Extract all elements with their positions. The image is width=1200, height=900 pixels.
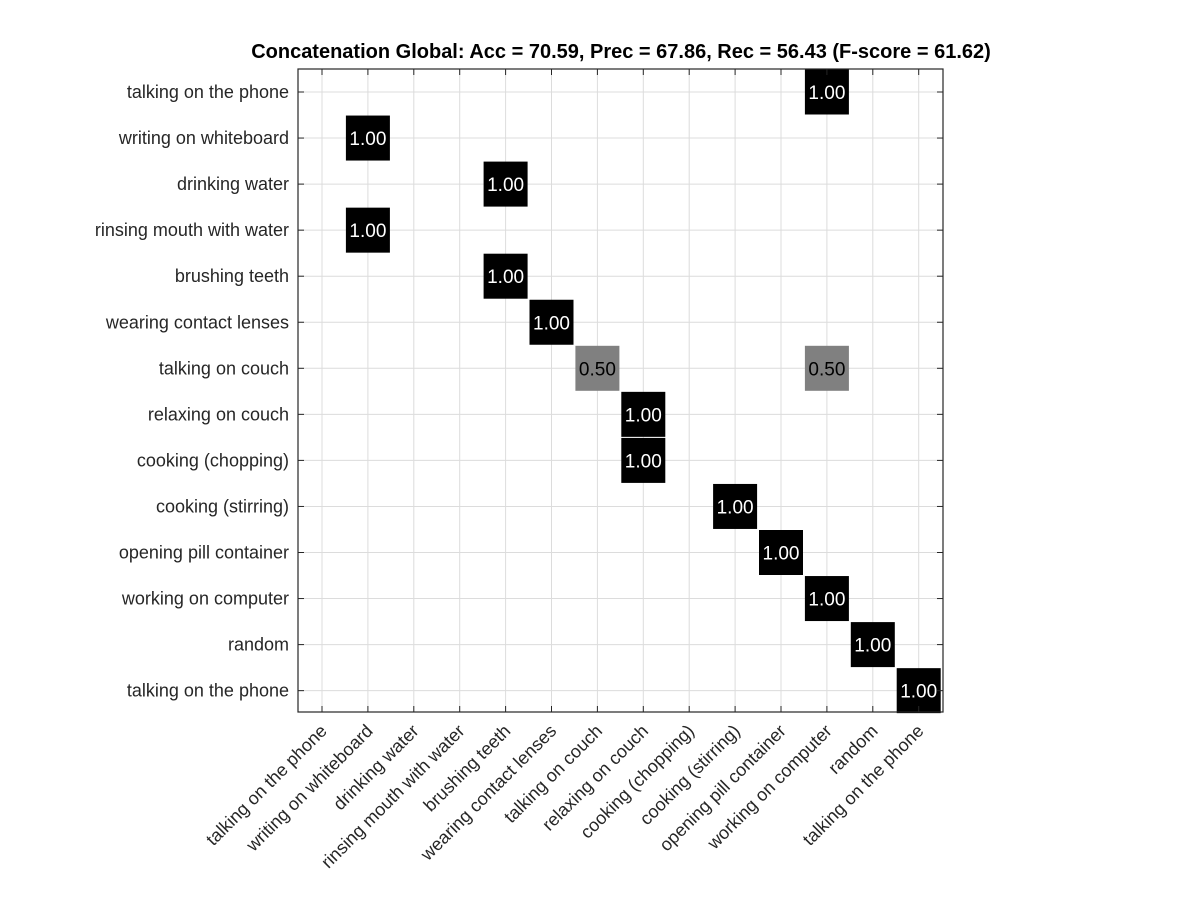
cell-value-label: 1.00	[763, 544, 800, 565]
matrix-cell	[804, 69, 849, 115]
cell-value-label: 0.50	[808, 359, 845, 380]
matrix-cell	[483, 253, 528, 299]
cell-value-label: 1.00	[625, 451, 662, 472]
y-axis-label: talking on the phone	[127, 681, 289, 701]
matrix-cell	[713, 483, 758, 529]
matrix-cell	[759, 530, 803, 575]
cell-value-label: 1.00	[349, 129, 386, 150]
y-axis-label: cooking (stirring)	[156, 496, 289, 516]
y-axis-labels: talking on the phone writing on whiteboar…	[95, 82, 289, 701]
matrix-cells: 1.00 1.00 1.00 1.00 1.00 1.00 0.50 0.50 1.00 1.00…	[345, 69, 941, 714]
matrix-cell	[850, 622, 895, 668]
cell-value-label: 1.00	[487, 267, 524, 288]
matrix-cell	[621, 391, 666, 437]
cell-value-label: 1.00	[717, 497, 754, 518]
matrix-cell	[483, 161, 528, 207]
cell-value-label: 1.00	[487, 175, 524, 196]
cell-value-label: 1.00	[900, 682, 937, 703]
cell-value-label: 1.00	[854, 636, 891, 657]
chart-title: Concatenation Global: Acc = 70.59, Prec …	[251, 41, 991, 63]
y-axis-label: random	[228, 635, 289, 655]
cell-value-label: 1.00	[808, 590, 845, 611]
matrix-cell	[529, 299, 574, 345]
matrix-cell	[575, 345, 620, 391]
matrix-cell	[804, 576, 849, 622]
matrix-cell	[345, 115, 390, 161]
matrix-cell	[345, 207, 390, 253]
cell-value-label: 1.00	[349, 221, 386, 242]
plot-frame	[297, 68, 944, 713]
matrix-cell	[896, 668, 941, 714]
y-axis-label: cooking (chopping)	[137, 450, 289, 470]
matrix-cell	[804, 345, 849, 391]
cell-value-label: 1.00	[533, 313, 570, 334]
cell-value-label: 1.00	[808, 83, 845, 104]
axis-ticks	[298, 69, 943, 712]
y-axis-label: writing on whiteboard	[118, 128, 289, 148]
y-axis-label: rinsing mouth with water	[95, 220, 289, 240]
y-axis-label: talking on the phone	[127, 82, 289, 102]
y-axis-label: opening pill container	[119, 543, 289, 563]
y-axis-label: talking on couch	[159, 358, 289, 378]
y-axis-label: working on computer	[121, 589, 289, 609]
matrix-cell	[621, 437, 666, 483]
cell-value-label: 1.00	[625, 405, 662, 426]
y-axis-label: wearing contact lenses	[105, 312, 289, 332]
y-axis-label: relaxing on couch	[148, 404, 289, 424]
y-axis-label: brushing teeth	[175, 266, 289, 286]
cell-value-label: 0.50	[579, 359, 616, 380]
y-axis-label: drinking water	[177, 174, 289, 194]
